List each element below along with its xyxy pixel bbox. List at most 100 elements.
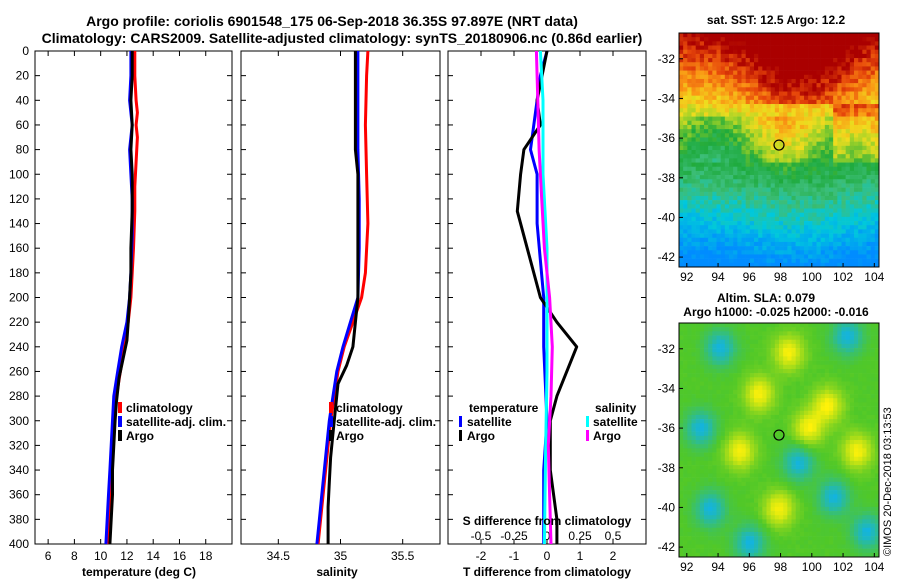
sla-map-cell [812,406,817,412]
sla-map-cell [862,460,867,466]
sst-map-cell [683,254,688,259]
sla-map-cell [779,348,784,353]
sst-map-cell [833,154,838,159]
sla-map-cell [783,448,788,453]
sst-map-cell [741,221,746,226]
sla-map-cell [779,389,784,395]
sst-map-cell [804,95,809,101]
sst-map-cell [866,104,871,109]
sst-map-cell [729,133,734,138]
sst-map-cell [799,258,805,264]
temperature-x-tick-label: 8 [71,549,78,563]
sla-map-cell [833,419,838,424]
sst-map-cell [833,45,838,51]
sla-map-cell [733,335,738,341]
sst-map-cell [816,141,821,147]
sla-map-cell [858,327,863,332]
sla-map-cell [691,414,696,420]
sst-map-cell [695,250,701,255]
sst-map-cell [783,124,788,130]
sst-map-cell [870,74,876,80]
sla-map-cell [754,385,759,391]
sst-map-cell [683,41,688,46]
sst-map-cell [866,87,871,92]
sst-map-cell [849,208,855,213]
sst-map-cell [841,225,846,230]
sst-map-cell [833,225,838,230]
sst-map-cell [716,66,721,71]
sst-map-cell [874,87,880,92]
sst-map-cell [841,162,846,168]
sla-map-cell [733,431,738,437]
sst-map-cell [820,237,826,243]
sla-map-cell [849,444,855,449]
sst-map-cell [870,66,876,71]
sla-map-cell [708,481,713,487]
sla-map-cell [799,431,805,437]
sst-map-cell [791,37,796,42]
sst-map-cell [716,33,721,38]
sst-map-cell [787,120,792,126]
sst-map-cell [683,208,688,213]
sla-map-cell [741,385,746,391]
sla-map-cell [795,427,801,432]
sst-map-cell [704,99,709,105]
sst-map-cell [695,179,701,184]
sst-map-cell [679,120,684,126]
sla-map-cell [783,414,788,420]
sst-map-cell [779,250,784,255]
sla-map-cell [691,398,696,403]
sst-map-cell [791,62,796,67]
sst-map-cell [774,87,780,92]
sla-map-cell [774,385,780,391]
sst-map-cell [824,141,830,147]
sla-map-cell [733,473,738,478]
sla-map-cell [783,423,788,428]
sst-map-cell [770,187,776,193]
sst-map-cell [745,137,751,142]
sst-map-cell [779,195,784,201]
sst-map-cell [758,41,763,46]
sla-map-cell [687,364,692,370]
sla-map-cell [791,402,796,407]
sst-map-cell [833,195,838,201]
sst-map-cell [733,241,738,247]
sst-map-cell [720,225,726,230]
sla-map-cell [704,498,709,503]
sst-map-cell [812,162,817,168]
sst-map-cell [774,175,780,180]
sst-map-cell [729,250,734,255]
sla-map-cell [845,331,851,336]
sla-map-cell [745,469,751,474]
sla-map-cell [829,485,834,491]
sst-map-cell [791,49,796,55]
sst-map-cell [695,95,701,101]
depth-tick-label: 120 [9,192,29,206]
sst-map-cell [787,241,792,247]
sla-map-cell [737,327,742,332]
sst-map-cell [729,53,734,59]
sst-map-cell [704,129,709,134]
sst-map-cell [862,108,867,113]
sst-map-cell [833,141,838,147]
sst-map-cell [824,221,830,226]
sst-map-cell [729,108,734,113]
sla-map-cell [699,348,705,353]
sla-map-cell [833,490,838,495]
sla-map-cell [766,339,771,345]
sst-map-cell [833,112,838,117]
sst-map-cell [820,45,826,51]
sla-map-cell [758,494,763,499]
sla-map-cell [808,339,813,345]
sst-map-cell [837,33,842,38]
sst-map-cell [683,237,688,243]
sla-map-cell [870,381,876,386]
sst-map-cell [787,187,792,193]
sst-map-cell [754,258,759,264]
temperature-panel-frame [34,50,233,545]
sst-map-cell [854,33,859,38]
sst-map-cell [833,37,838,42]
sst-map-cell [712,216,717,222]
sst-map-cell [799,175,805,180]
sla-map-cell [812,448,817,453]
